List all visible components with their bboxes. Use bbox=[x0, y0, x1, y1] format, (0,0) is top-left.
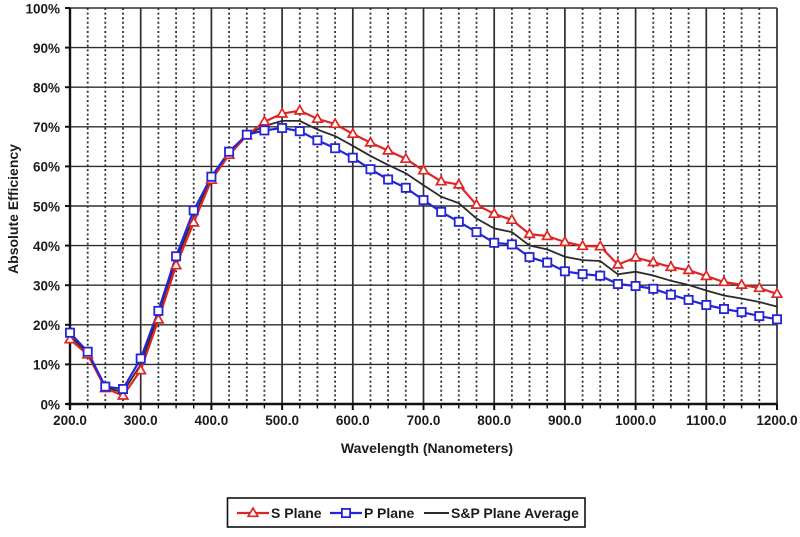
svg-text:1000.0: 1000.0 bbox=[615, 413, 656, 428]
svg-text:30%: 30% bbox=[33, 279, 60, 294]
svg-text:S&P Plane Average: S&P Plane Average bbox=[451, 505, 579, 521]
svg-text:50%: 50% bbox=[33, 199, 60, 214]
svg-text:60%: 60% bbox=[33, 160, 60, 175]
svg-text:20%: 20% bbox=[33, 318, 60, 333]
svg-text:200.0: 200.0 bbox=[53, 413, 87, 428]
svg-text:0%: 0% bbox=[40, 397, 60, 412]
svg-text:500.0: 500.0 bbox=[265, 413, 299, 428]
svg-text:90%: 90% bbox=[33, 41, 60, 56]
svg-text:600.0: 600.0 bbox=[336, 413, 370, 428]
svg-text:900.0: 900.0 bbox=[548, 413, 582, 428]
svg-text:Absolute Efficiency: Absolute Efficiency bbox=[5, 144, 21, 274]
svg-text:700.0: 700.0 bbox=[407, 413, 441, 428]
svg-text:P Plane: P Plane bbox=[364, 505, 415, 521]
svg-text:400.0: 400.0 bbox=[195, 413, 229, 428]
svg-text:100%: 100% bbox=[25, 1, 60, 16]
svg-text:S Plane: S Plane bbox=[271, 505, 322, 521]
svg-text:800.0: 800.0 bbox=[477, 413, 511, 428]
svg-text:80%: 80% bbox=[33, 81, 60, 96]
svg-text:10%: 10% bbox=[33, 358, 60, 373]
svg-text:300.0: 300.0 bbox=[124, 413, 158, 428]
svg-text:Wavelength (Nanometers): Wavelength (Nanometers) bbox=[341, 440, 513, 456]
svg-text:1100.0: 1100.0 bbox=[686, 413, 727, 428]
svg-text:40%: 40% bbox=[33, 239, 60, 254]
svg-text:70%: 70% bbox=[33, 120, 60, 135]
svg-text:1200.0: 1200.0 bbox=[756, 413, 797, 428]
